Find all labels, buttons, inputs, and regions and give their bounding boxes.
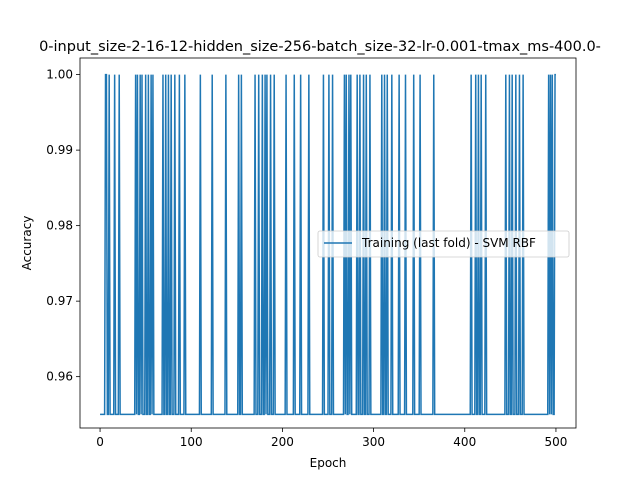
y-tick-label: 1.00: [46, 68, 73, 82]
legend: Training (last fold) - SVM RBF: [317, 230, 570, 258]
y-axis: 0.96 0.97 0.98 0.99 1.00: [46, 68, 80, 384]
x-axis-label: Epoch: [310, 456, 347, 470]
plot-area: [100, 73, 556, 416]
x-tick-label: 100: [180, 435, 203, 449]
series-line: [100, 73, 556, 416]
x-axis: 0 100 200 300 400 500: [96, 428, 567, 449]
y-tick-label: 0.98: [46, 219, 73, 233]
plot-frame: [79, 57, 577, 429]
y-axis-label: Accuracy: [20, 216, 34, 271]
legend-label: Training (last fold) - SVM RBF: [361, 236, 536, 250]
x-tick-label: 500: [544, 435, 567, 449]
x-tick-label: 400: [453, 435, 476, 449]
y-tick-label: 0.97: [46, 294, 73, 308]
y-tick-label: 0.96: [46, 370, 73, 384]
legend-box: [317, 230, 570, 258]
x-tick-label: 200: [271, 435, 294, 449]
chart-title: 0-input_size-2-16-12-hidden_size-256-bat…: [39, 39, 601, 55]
x-tick-label: 300: [362, 435, 385, 449]
x-tick-label: 0: [96, 435, 104, 449]
y-tick-label: 0.99: [46, 143, 73, 157]
